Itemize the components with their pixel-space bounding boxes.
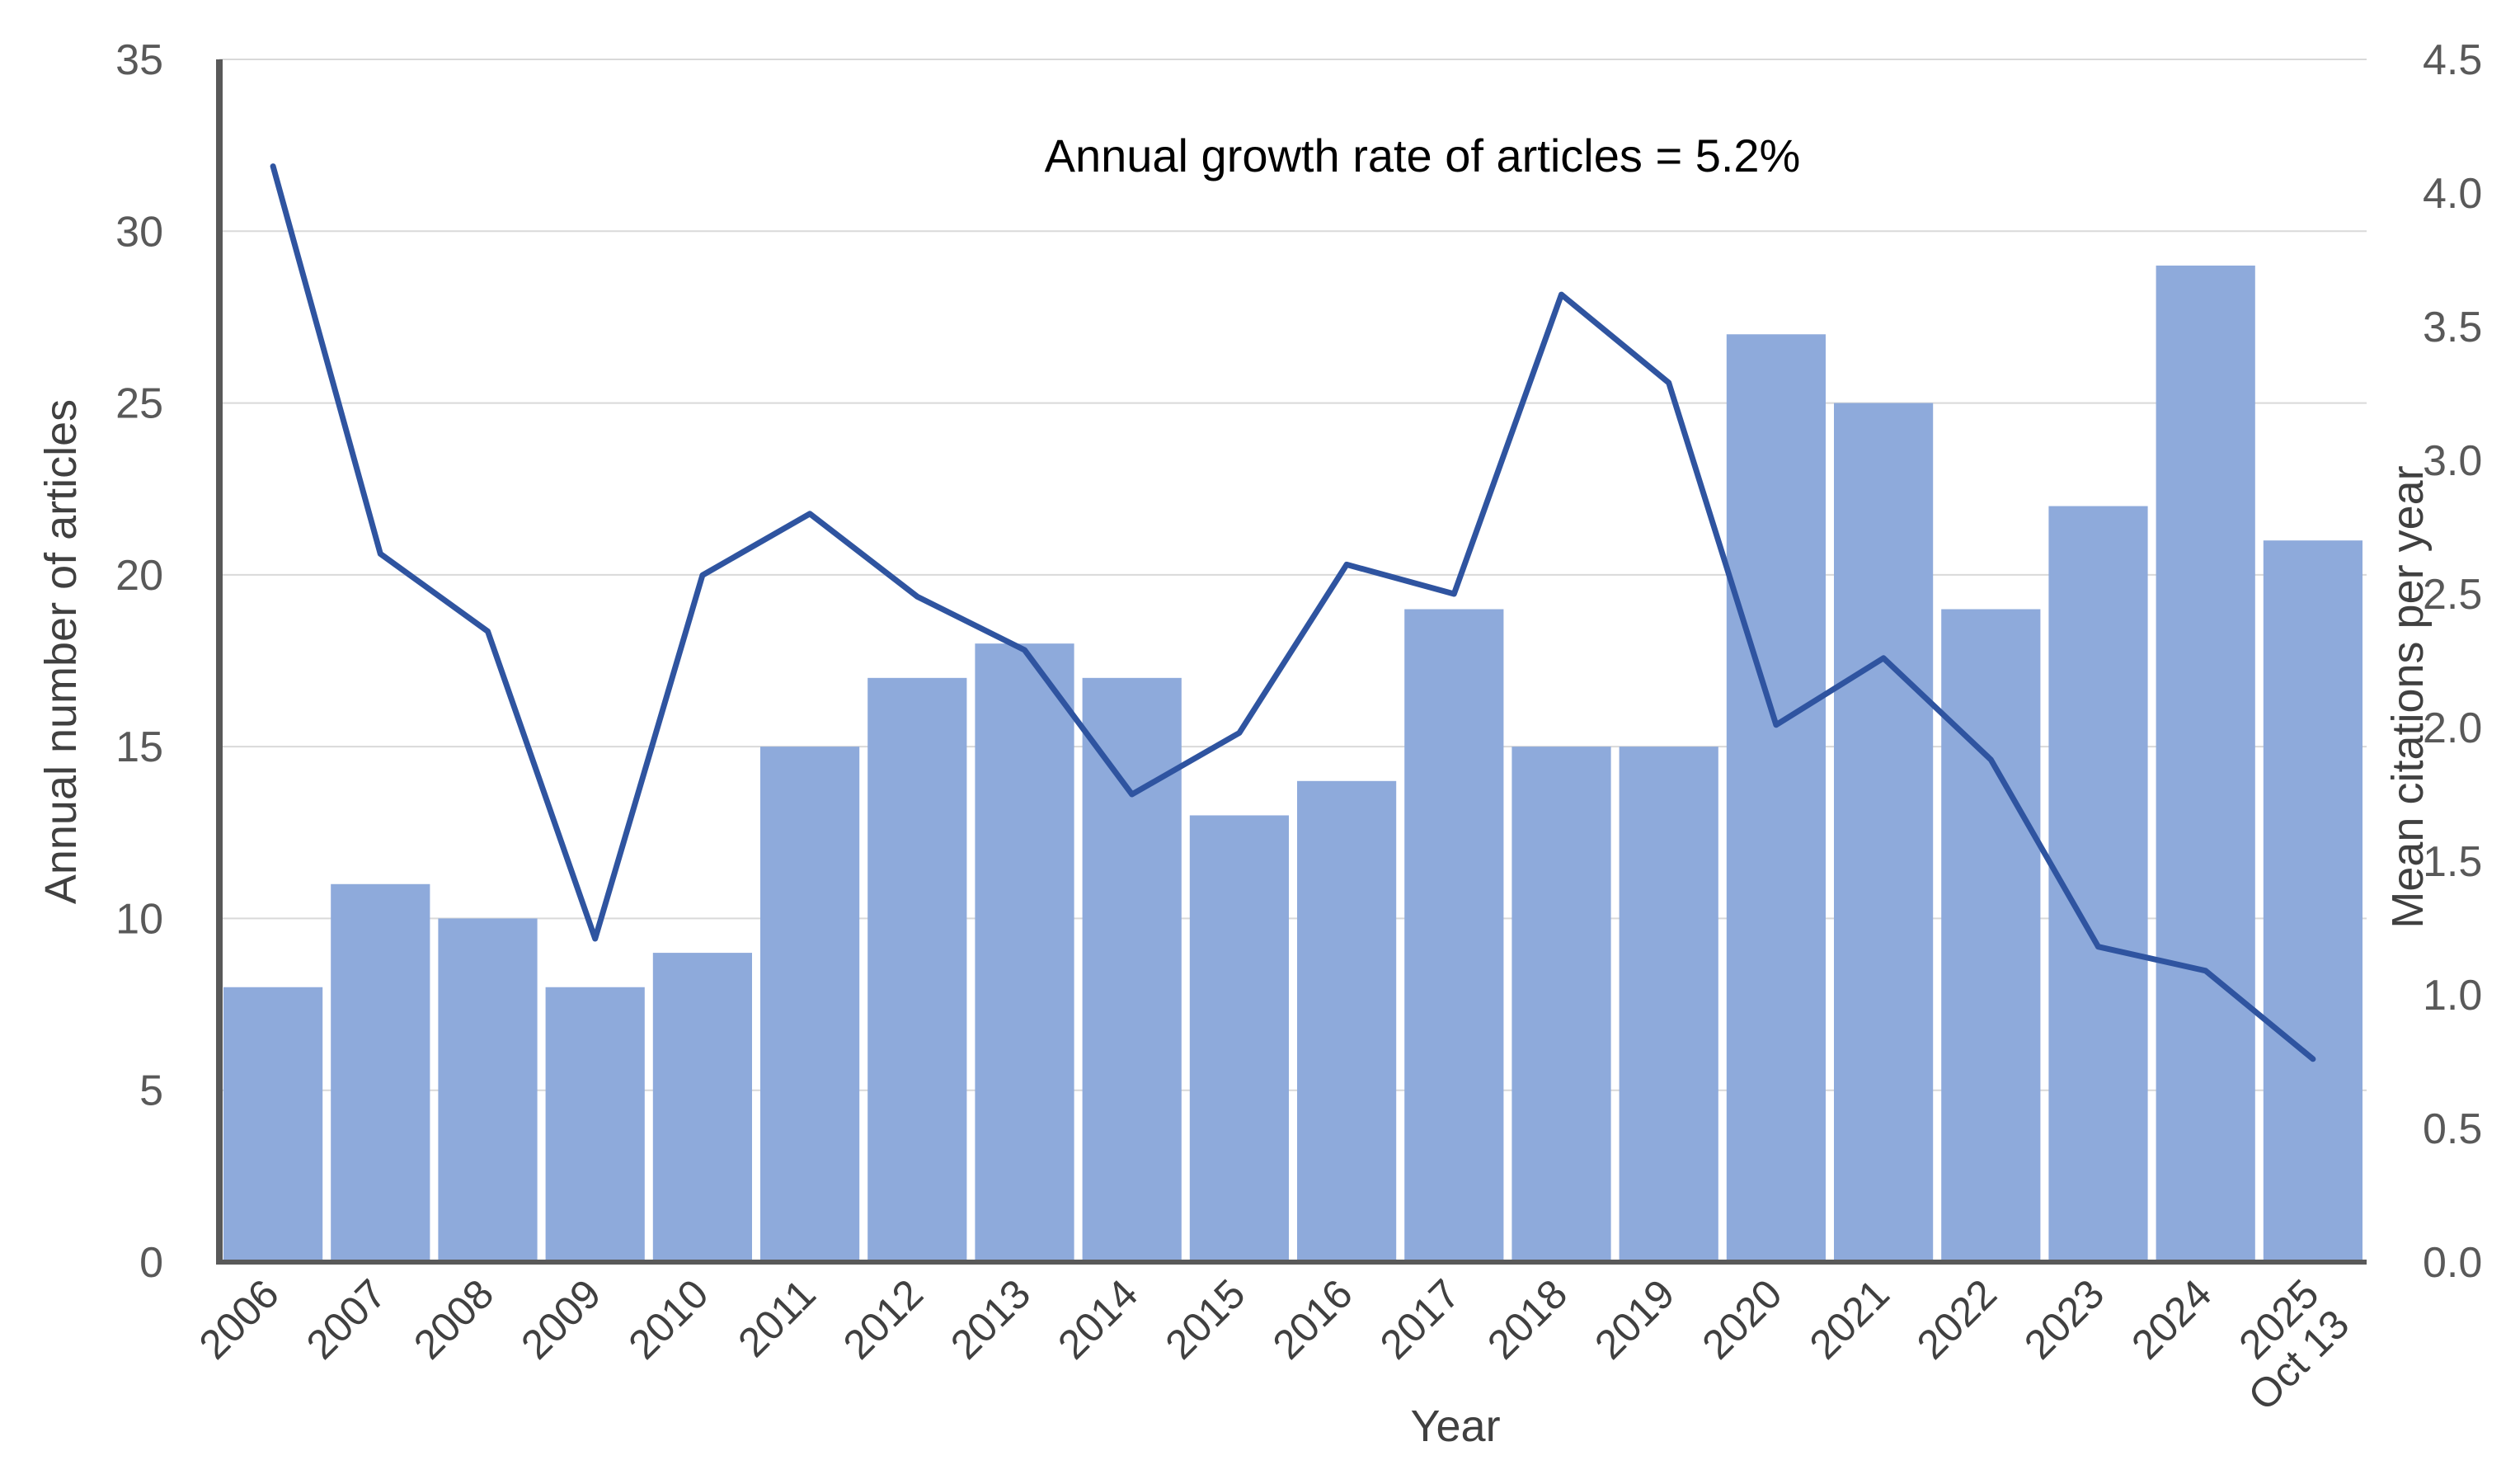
x-tick-label: 2019 <box>1586 1270 1683 1368</box>
mean-citations-line <box>270 163 2316 1062</box>
x-tick-label: 2016 <box>1264 1270 1361 1368</box>
x-tick-label: 2025Oct 13 <box>2209 1270 2358 1420</box>
y2-tick-label: 2.0 <box>2423 704 2482 752</box>
x-tick-label: 2018 <box>1479 1270 1576 1368</box>
y-tick-label: 20 <box>115 552 163 600</box>
y2-tick-label: 2.5 <box>2423 571 2482 619</box>
y-axis-title: Annual number of articles <box>36 399 86 904</box>
x-axis-title: Year <box>1410 1401 1500 1451</box>
y2-tick-label: 4.0 <box>2423 170 2482 218</box>
bar <box>223 987 323 1262</box>
bar <box>545 987 645 1262</box>
y-tick-label: 30 <box>115 208 163 256</box>
bar <box>1297 780 1397 1262</box>
bar <box>331 883 430 1262</box>
bar <box>1834 403 1934 1263</box>
x-tick-label: 2008 <box>405 1270 502 1368</box>
y2-tick-label: 3.5 <box>2423 304 2482 351</box>
bar <box>2156 265 2255 1262</box>
bar <box>1082 677 1182 1262</box>
bar <box>1404 609 1504 1262</box>
bar <box>975 643 1074 1262</box>
bar <box>760 747 860 1262</box>
x-tick-label: 2010 <box>619 1270 717 1368</box>
y-tick-label: 10 <box>115 895 163 943</box>
x-tick-label: 2014 <box>1049 1270 1146 1368</box>
y2-tick-label: 0.5 <box>2423 1105 2482 1153</box>
bar <box>438 918 538 1262</box>
x-tick-label: 2009 <box>512 1270 609 1368</box>
y2-tick-label: 1.0 <box>2423 972 2482 1020</box>
y2-tick-label: 1.5 <box>2423 838 2482 886</box>
x-tick-label: 2006 <box>190 1270 288 1368</box>
y2-tick-label: 4.5 <box>2423 36 2482 84</box>
x-tick-label: 2013 <box>942 1270 1039 1368</box>
x-tick-label: 2015 <box>1156 1270 1253 1368</box>
bar <box>1619 747 1718 1262</box>
bar <box>1189 815 1289 1262</box>
bar <box>2263 540 2362 1262</box>
x-tick-label: 2023 <box>2015 1270 2113 1368</box>
bar <box>652 953 752 1262</box>
grid-layer <box>219 59 2367 1091</box>
y-tick-label: 15 <box>115 723 163 771</box>
axis-layer <box>216 59 2367 1265</box>
y2-axis-title: Mean citations per year <box>2383 465 2433 928</box>
bar <box>1726 334 1826 1263</box>
x-tick-label: 2024 <box>2123 1270 2220 1368</box>
y-tick-label: 0 <box>139 1239 163 1287</box>
y2-tick-label: 3.0 <box>2423 437 2482 485</box>
y-tick-label: 35 <box>115 36 163 84</box>
bar <box>1512 747 1611 1262</box>
y-tick-label: 5 <box>139 1067 163 1115</box>
y-tick-label: 25 <box>115 380 163 428</box>
x-tick-label: 2007 <box>298 1270 395 1368</box>
x-tick-label: 2020 <box>1693 1270 1790 1368</box>
x-tick-label: 2017 <box>1371 1270 1469 1368</box>
x-tick-label: 2021 <box>1801 1270 1898 1368</box>
x-tick-label: 2022 <box>1908 1270 2005 1368</box>
line-layer <box>270 163 2316 1062</box>
x-tick-label: 2011 <box>729 1270 825 1366</box>
bar <box>867 677 967 1262</box>
bar-layer <box>223 265 2362 1263</box>
y2-tick-label: 0.0 <box>2423 1239 2482 1287</box>
x-tick-label: 2012 <box>835 1270 932 1368</box>
chart-annotation: Annual growth rate of articles = 5.2% <box>1045 130 1801 181</box>
bar <box>1941 609 2041 1262</box>
